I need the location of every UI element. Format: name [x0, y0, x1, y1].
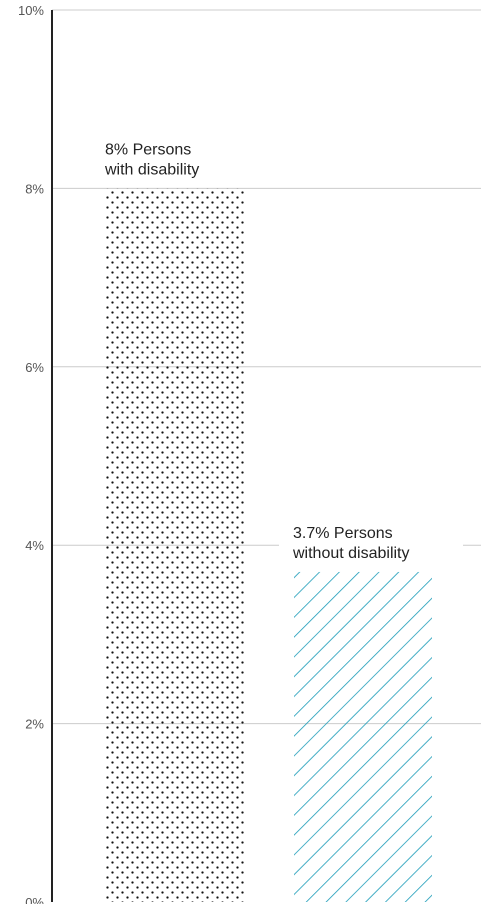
y-tick-label: 0%	[25, 895, 44, 904]
y-tick-label: 4%	[25, 538, 44, 553]
y-tick-label: 8%	[25, 181, 44, 196]
y-tick-label: 10%	[18, 3, 44, 18]
bar-2-label-line: without disability	[292, 545, 410, 562]
bar-1-label-line: with disability	[104, 161, 199, 178]
y-tick-label: 2%	[25, 717, 44, 732]
bar-1-label-line: 8% Persons	[105, 141, 191, 158]
bar-2	[294, 571, 432, 902]
bar-labels: 8% Persons with disability 3.7% Persons wit…	[104, 141, 463, 568]
bars	[106, 188, 432, 902]
bar-1	[106, 188, 244, 902]
y-axis-tick-labels: 0% 2% 4% 6% 8% 10%	[18, 3, 44, 904]
bar-2-label-line: 3.7% Persons	[293, 525, 393, 542]
bar-label-background	[279, 519, 463, 568]
y-tick-label: 6%	[25, 360, 44, 375]
